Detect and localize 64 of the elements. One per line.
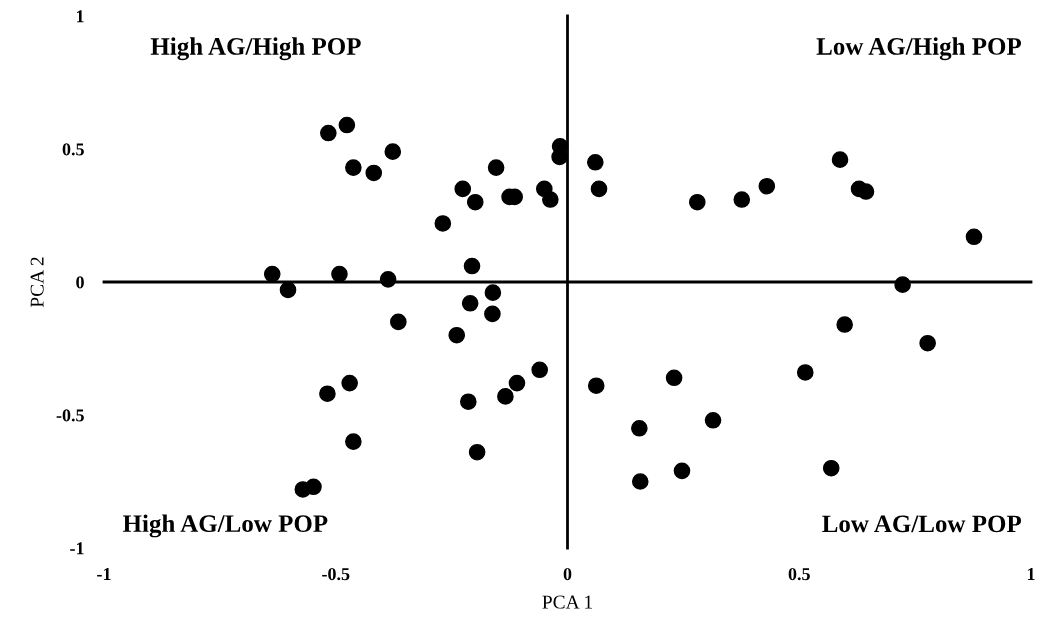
point (919, 334, 936, 352)
point (665, 369, 683, 387)
point (484, 305, 501, 323)
y-axis-title: PCA 2 (30, 257, 44, 308)
annotation: Low AG/Low POP (822, 515, 1022, 533)
point (379, 271, 397, 288)
x-tick-label: -1 (97, 568, 111, 580)
point (305, 478, 322, 496)
y-tick-label: -1 (70, 542, 84, 555)
point (587, 377, 605, 395)
point (965, 228, 983, 246)
point (894, 276, 911, 293)
point (590, 180, 608, 198)
point (497, 388, 514, 405)
point (461, 294, 479, 312)
x-tick-label: 0.5 (788, 567, 810, 581)
point (531, 361, 548, 379)
point (857, 183, 875, 200)
point (587, 153, 604, 171)
y-tick-label: 0.5 (62, 143, 84, 156)
point (365, 164, 383, 182)
y-tick-label: 0 (76, 276, 84, 289)
point (384, 143, 402, 160)
point (796, 364, 814, 381)
point (279, 281, 297, 299)
point (463, 257, 481, 275)
point (434, 215, 452, 232)
point (733, 191, 751, 208)
point (631, 473, 649, 490)
point (831, 151, 849, 168)
point (460, 393, 477, 411)
point (263, 265, 281, 283)
point (338, 116, 356, 134)
x-axis-title: PCA 1 (542, 595, 592, 609)
point (704, 412, 722, 429)
y-tick-label: 1 (76, 10, 84, 23)
point (331, 265, 348, 283)
annotation: High AG/Low POP (122, 514, 328, 538)
point (542, 191, 559, 208)
point (673, 462, 691, 480)
point (448, 326, 466, 344)
point (688, 193, 706, 211)
point (487, 159, 505, 176)
point (319, 385, 336, 403)
point (466, 193, 484, 211)
point (758, 177, 776, 195)
point (341, 374, 358, 392)
point (454, 180, 472, 198)
y-tick-label: -0.5 (56, 409, 84, 422)
point (508, 374, 526, 392)
point (484, 284, 502, 301)
point (345, 433, 362, 450)
annotation: Low AG/High POP (816, 37, 1022, 61)
x-tick-label: 0 (563, 567, 572, 581)
point (836, 316, 853, 333)
point (345, 159, 362, 176)
point (390, 313, 407, 331)
point (320, 124, 337, 142)
annotation: High AG/High POP (150, 37, 361, 61)
point (822, 459, 840, 477)
point (631, 419, 648, 437)
x-tick-label: 1 (1027, 568, 1035, 580)
point (468, 443, 486, 461)
x-tick-label: -0.5 (322, 567, 350, 581)
